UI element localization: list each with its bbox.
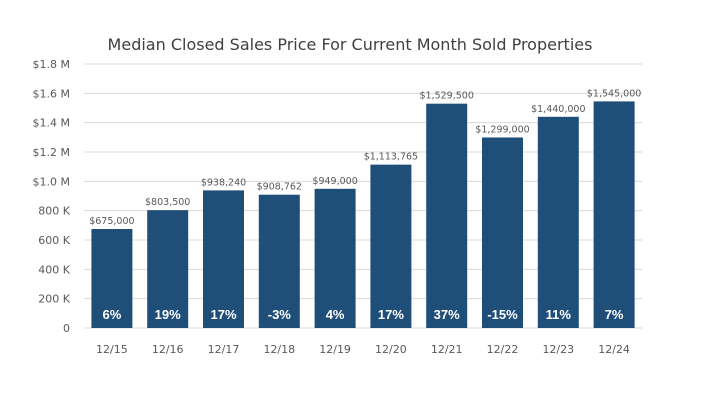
bar bbox=[91, 229, 133, 328]
y-tick-label: $1.6 M bbox=[33, 87, 70, 100]
x-axis: 12/15 12/16 12/17 12/18 12/19 12/20 12/21 12/22… bbox=[96, 343, 630, 356]
bar-percent-change-label: 17% bbox=[378, 307, 404, 322]
y-tick-label: $1.0 M bbox=[33, 175, 70, 188]
x-tick-label: 12/22 bbox=[487, 343, 519, 356]
x-tick-label: 12/17 bbox=[208, 343, 240, 356]
data-labels: $675,000 6% $803,500 19% $938,240 17% $908,762… bbox=[89, 88, 641, 322]
bar bbox=[537, 116, 579, 328]
y-tick-label: $1.8 M bbox=[33, 58, 70, 71]
x-tick-label: 12/19 bbox=[319, 343, 351, 356]
x-tick-label: 12/15 bbox=[96, 343, 128, 356]
y-tick-label: 0 bbox=[63, 322, 70, 335]
bar-percent-change-label: 37% bbox=[434, 307, 460, 322]
bar-value-label: $1,113,765 bbox=[364, 152, 418, 163]
bar-value-label: $1,299,000 bbox=[475, 124, 529, 135]
bar-percent-change-label: 19% bbox=[155, 307, 181, 322]
bar-percent-change-label: -15% bbox=[487, 307, 518, 322]
bar-value-label: $908,762 bbox=[257, 182, 302, 193]
bar-percent-change-label: -3% bbox=[268, 307, 292, 322]
bar-value-label: $938,240 bbox=[201, 177, 246, 188]
x-tick-label: 12/23 bbox=[542, 343, 574, 356]
bar-value-label: $1,440,000 bbox=[531, 104, 585, 115]
y-axis: 0 200 K 400 K 600 K 800 K $1.0 M $1.2 M $1.4 M $… bbox=[33, 58, 71, 335]
bar-value-label: $803,500 bbox=[145, 197, 190, 208]
x-tick-label: 12/24 bbox=[598, 343, 630, 356]
bar-percent-change-label: 11% bbox=[546, 307, 572, 322]
bar bbox=[426, 103, 468, 328]
chart-title: Median Closed Sales Price For Current Mo… bbox=[108, 35, 593, 54]
bar bbox=[482, 137, 523, 328]
x-tick-label: 12/18 bbox=[263, 343, 295, 356]
y-tick-label: 200 K bbox=[38, 293, 70, 306]
bar-percent-change-label: 7% bbox=[605, 307, 624, 322]
bar bbox=[314, 188, 356, 328]
x-tick-label: 12/21 bbox=[431, 343, 463, 356]
y-tick-label: 800 K bbox=[38, 205, 70, 218]
y-tick-label: $1.2 M bbox=[33, 146, 70, 159]
bar-percent-change-label: 17% bbox=[210, 307, 236, 322]
y-tick-label: 600 K bbox=[38, 234, 70, 247]
y-tick-label: $1.4 M bbox=[33, 117, 70, 130]
bar-percent-change-label: 6% bbox=[103, 307, 122, 322]
bar bbox=[370, 164, 412, 328]
bar-value-label: $1,529,500 bbox=[419, 91, 473, 102]
bar-percent-change-label: 4% bbox=[326, 307, 345, 322]
bar bbox=[258, 194, 300, 328]
bar bbox=[203, 190, 244, 328]
bar-value-label: $1,545,000 bbox=[587, 88, 641, 99]
bar bbox=[593, 101, 635, 329]
x-tick-label: 12/16 bbox=[152, 343, 184, 356]
bar-value-label: $949,000 bbox=[312, 176, 357, 187]
y-tick-label: 400 K bbox=[38, 263, 70, 276]
x-tick-label: 12/20 bbox=[375, 343, 407, 356]
bar-value-label: $675,000 bbox=[89, 216, 134, 227]
bar bbox=[147, 210, 189, 328]
bars bbox=[91, 101, 635, 329]
